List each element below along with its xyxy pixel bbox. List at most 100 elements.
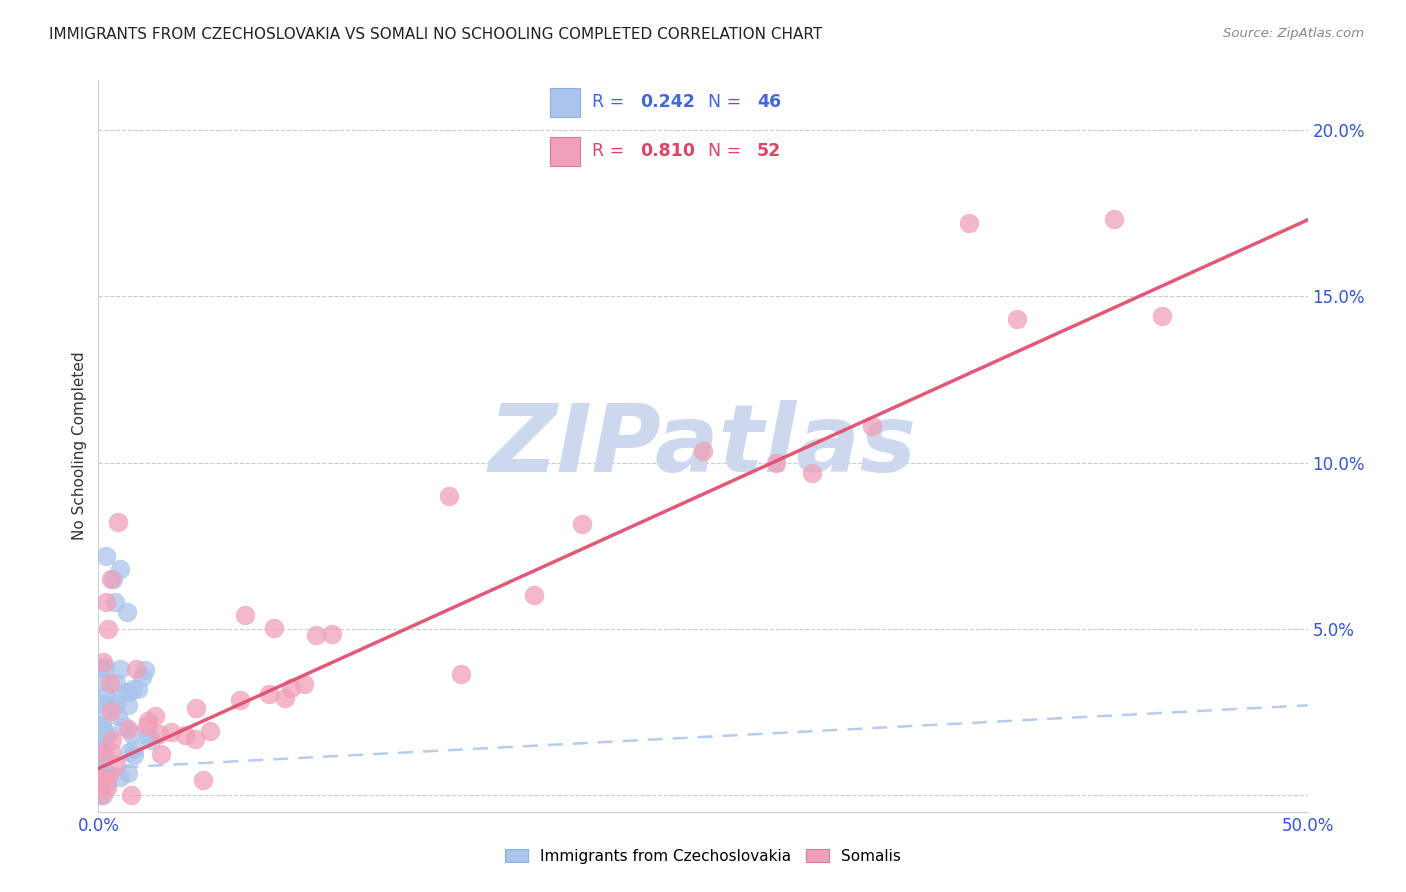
Point xyxy=(228,693,250,707)
Point xyxy=(104,676,127,690)
Point xyxy=(450,667,472,681)
Point xyxy=(150,747,173,762)
Point xyxy=(173,729,195,743)
Point xyxy=(1102,212,1125,227)
Point xyxy=(692,443,714,458)
Point xyxy=(131,670,153,684)
Point xyxy=(437,489,460,503)
Point xyxy=(186,701,208,715)
Point xyxy=(765,456,787,470)
Point xyxy=(134,663,156,677)
Point xyxy=(108,662,131,676)
Point xyxy=(800,466,823,480)
Point xyxy=(94,766,117,780)
FancyBboxPatch shape xyxy=(550,88,579,117)
Point xyxy=(94,595,117,609)
Text: N =: N = xyxy=(709,93,747,111)
Legend: Immigrants from Czechoslovakia, Somalis: Immigrants from Czechoslovakia, Somalis xyxy=(499,843,907,870)
Point xyxy=(198,723,221,738)
Point xyxy=(321,626,343,640)
Point xyxy=(124,663,146,677)
Point xyxy=(305,628,328,642)
Point xyxy=(100,704,122,718)
Point xyxy=(97,768,120,782)
Point xyxy=(94,659,117,673)
Point xyxy=(121,681,143,696)
Point xyxy=(523,588,546,602)
Point xyxy=(135,718,157,732)
Point xyxy=(87,756,110,771)
Point xyxy=(108,562,131,576)
Point xyxy=(98,676,121,690)
Point xyxy=(160,725,183,739)
Point xyxy=(104,698,127,712)
Point xyxy=(90,766,112,780)
Text: Source: ZipAtlas.com: Source: ZipAtlas.com xyxy=(1223,27,1364,40)
Point xyxy=(98,694,121,708)
Point xyxy=(101,572,124,586)
Point xyxy=(114,685,136,699)
Point xyxy=(138,714,160,728)
Point xyxy=(100,745,122,759)
Point xyxy=(122,742,145,756)
Point xyxy=(121,788,143,802)
Y-axis label: No Schooling Completed: No Schooling Completed xyxy=(72,351,87,541)
Point xyxy=(87,718,110,732)
FancyBboxPatch shape xyxy=(550,137,579,166)
Point xyxy=(93,731,115,746)
Text: IMMIGRANTS FROM CZECHOSLOVAKIA VS SOMALI NO SCHOOLING COMPLETED CORRELATION CHAR: IMMIGRANTS FROM CZECHOSLOVAKIA VS SOMALI… xyxy=(49,27,823,42)
Point xyxy=(257,687,280,701)
Point xyxy=(117,605,139,619)
Point xyxy=(94,549,117,563)
Point xyxy=(280,681,302,695)
Text: ZIPatlas: ZIPatlas xyxy=(489,400,917,492)
Point xyxy=(90,661,112,675)
Point xyxy=(96,776,118,790)
Point xyxy=(860,418,883,433)
Point xyxy=(91,723,114,738)
Text: R =: R = xyxy=(592,93,630,111)
Point xyxy=(117,698,139,713)
Point xyxy=(136,729,159,743)
Point xyxy=(122,748,145,763)
Point xyxy=(97,622,120,636)
Point xyxy=(139,733,162,747)
Point xyxy=(957,216,980,230)
Point xyxy=(104,758,127,772)
Point xyxy=(87,696,110,710)
Point xyxy=(143,708,166,723)
Point xyxy=(117,766,139,780)
Point xyxy=(90,779,112,793)
Point xyxy=(1152,309,1174,323)
Point xyxy=(93,704,115,718)
Point xyxy=(91,747,114,761)
Point xyxy=(89,780,111,795)
Point xyxy=(89,675,111,690)
Point xyxy=(571,517,593,532)
Point xyxy=(104,595,127,609)
Point xyxy=(191,772,214,787)
Point xyxy=(107,516,129,530)
Point xyxy=(93,747,115,761)
Point xyxy=(110,770,132,784)
Point xyxy=(273,691,295,706)
Point xyxy=(90,718,112,732)
Point xyxy=(292,677,315,691)
Text: 52: 52 xyxy=(756,142,782,161)
Point xyxy=(127,682,149,697)
Point xyxy=(263,622,285,636)
Point xyxy=(107,709,129,723)
Text: 0.242: 0.242 xyxy=(640,93,695,111)
Point xyxy=(183,731,205,746)
Point xyxy=(100,572,122,586)
Point xyxy=(117,684,139,698)
Text: R =: R = xyxy=(592,142,630,161)
Point xyxy=(93,788,115,802)
Point xyxy=(117,722,139,736)
Text: 46: 46 xyxy=(756,93,780,111)
Point xyxy=(89,771,111,785)
Point xyxy=(148,727,170,741)
Point xyxy=(97,726,120,740)
Point xyxy=(112,718,135,732)
Point xyxy=(96,690,118,704)
